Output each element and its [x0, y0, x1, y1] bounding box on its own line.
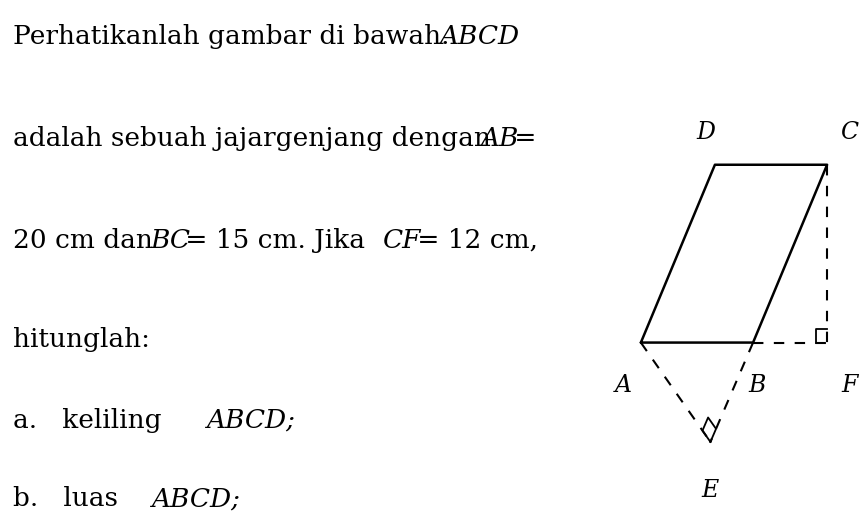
Text: A: A [614, 374, 632, 397]
Text: b.   luas: b. luas [14, 486, 127, 511]
Text: 20 cm dan: 20 cm dan [14, 228, 161, 253]
Text: AB: AB [480, 126, 519, 151]
Text: BC: BC [151, 228, 191, 253]
Text: F: F [841, 374, 858, 397]
Text: hitunglah:: hitunglah: [14, 327, 150, 352]
Text: ABCD;: ABCD; [205, 408, 294, 433]
Text: ABCD;: ABCD; [151, 486, 240, 511]
Text: adalah sebuah jajargenjang dengan: adalah sebuah jajargenjang dengan [14, 126, 500, 151]
Text: Perhatikanlah gambar di bawah.: Perhatikanlah gambar di bawah. [14, 24, 458, 49]
Text: C: C [841, 121, 859, 144]
Text: B: B [749, 374, 766, 397]
Text: CF: CF [383, 228, 421, 253]
Text: = 12 cm,: = 12 cm, [409, 228, 539, 253]
Text: D: D [696, 121, 715, 144]
Text: a.   keliling: a. keliling [14, 408, 171, 433]
Text: = 15 cm. Jika: = 15 cm. Jika [177, 228, 374, 253]
Text: E: E [702, 479, 719, 502]
Text: ABCD: ABCD [439, 24, 519, 49]
Text: =: = [507, 126, 537, 151]
